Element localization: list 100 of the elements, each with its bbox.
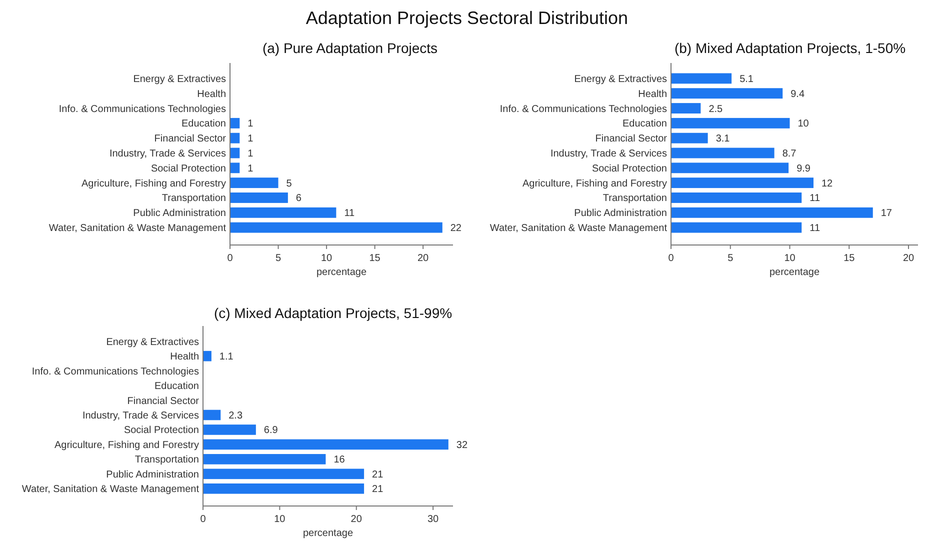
bar: [203, 468, 364, 480]
data-label: 8.7: [782, 148, 797, 160]
x-tick-label: 5: [275, 253, 282, 264]
data-label: 9.9: [796, 163, 811, 174]
bar: [230, 178, 278, 188]
data-label: 2.5: [708, 104, 724, 115]
y-tick-label: Financial Sector: [154, 134, 227, 145]
y-tick-label: Water, Sanitation & Waste Management: [48, 223, 226, 234]
bar: [671, 88, 783, 99]
data-label: 10: [798, 118, 810, 130]
data-label: 17: [880, 208, 892, 220]
x-tick-label: 10: [784, 253, 796, 264]
x-tick-label: 15: [369, 253, 381, 264]
y-tick-label: Health: [170, 352, 199, 363]
y-tick-label: Education: [622, 118, 667, 130]
text: Adaptation Projects Sectoral Distribution: [306, 8, 628, 28]
y-tick-label: Education: [154, 381, 199, 392]
x-axis-title: percentage: [769, 267, 820, 278]
data-label: 5: [286, 178, 292, 190]
data-label: 3.1: [716, 134, 730, 145]
y-tick-label: Info. & Communications Technologies: [32, 366, 199, 378]
y-tick-label: Agriculture, Fishing and Forestry: [522, 178, 667, 190]
x-tick-label: 20: [418, 253, 430, 264]
y-tick-label: Water, Sanitation & Waste Management: [490, 223, 668, 234]
x-axis-title: percentage: [302, 528, 354, 539]
y-tick-label: Energy & Extractives: [133, 74, 226, 85]
y-tick-label: Financial Sector: [127, 396, 200, 407]
bar: [230, 192, 288, 203]
data-label: 11: [344, 208, 356, 220]
data-label: 6.9: [264, 425, 278, 436]
data-label: 1.1: [219, 352, 234, 363]
bar: [230, 207, 336, 218]
data-label: 2.3: [228, 410, 243, 422]
y-tick-label: Public Administration: [574, 208, 667, 220]
y-tick-label: Public Administration: [133, 208, 226, 220]
bar: [203, 410, 221, 420]
chart-title: (b) Mixed Adaptation Projects, 1-50%: [674, 40, 906, 56]
y-tick-label: Transportation: [602, 193, 667, 204]
data-label: 1: [248, 118, 254, 130]
data-label: 1: [248, 148, 254, 160]
bar: [671, 178, 814, 188]
bar: [203, 350, 212, 362]
bar: [671, 192, 802, 203]
y-tick-label: Info. & Communications Technologies: [500, 104, 667, 115]
y-tick-label: Energy & Extractives: [574, 74, 667, 85]
bar: [671, 73, 732, 84]
bar: [203, 439, 448, 450]
y-tick-label: Transportation: [134, 454, 199, 466]
y-tick-label: Agriculture, Fishing and Forestry: [81, 178, 226, 190]
data-label: 21: [372, 484, 384, 496]
bar: [671, 148, 774, 158]
y-tick-label: Transportation: [162, 193, 226, 204]
data-label: 1: [248, 163, 254, 174]
y-tick-label: Health: [638, 88, 667, 100]
x-tick-label: 30: [428, 514, 440, 525]
bar: [671, 207, 873, 218]
y-tick-label: Info. & Communications Technologies: [58, 104, 226, 115]
x-tick-label: 0: [200, 514, 206, 525]
bar: [671, 118, 790, 128]
x-tick-label: 10: [274, 514, 286, 525]
bar: [671, 132, 708, 144]
chart-title: (a) Pure Adaptation Projects: [262, 40, 438, 56]
data-label: 12: [822, 178, 834, 190]
bar: [671, 162, 789, 174]
data-label: 11: [810, 193, 820, 204]
chart-title: (c) Mixed Adaptation Projects, 51-99%: [214, 305, 452, 321]
y-tick-label: Industry, Trade & Services: [109, 148, 226, 160]
bar: [203, 483, 364, 494]
x-tick-label: 15: [844, 253, 856, 264]
x-tick-label: 20: [902, 253, 914, 264]
data-label: 16: [334, 454, 346, 466]
y-tick-label: Industry, Trade & Services: [82, 410, 199, 422]
y-tick-label: Water, Sanitation & Waste Management: [22, 484, 200, 496]
x-tick-label: 10: [320, 253, 333, 264]
x-tick-label: 20: [350, 514, 362, 525]
y-tick-label: Education: [182, 118, 226, 130]
bar: [671, 103, 701, 114]
y-tick-label: Energy & Extractives: [106, 336, 199, 348]
y-tick-label: Social Protection: [150, 163, 226, 174]
bar: [203, 424, 256, 435]
y-tick-label: Industry, Trade & Services: [550, 148, 667, 160]
data-label: 5.1: [740, 74, 754, 85]
y-tick-label: Public Administration: [106, 469, 199, 480]
y-tick-label: Social Protection: [592, 163, 667, 174]
y-tick-label: Financial Sector: [595, 134, 668, 145]
x-tick-label: 5: [728, 253, 734, 264]
bar: [230, 132, 240, 144]
data-label: 11: [810, 223, 820, 234]
data-label: 21: [372, 469, 384, 480]
bar: [230, 118, 240, 128]
data-label: 1: [248, 134, 254, 145]
bar: [230, 222, 442, 233]
bar: [203, 454, 326, 464]
data-label: 32: [456, 440, 468, 451]
x-tick-label: 0: [668, 253, 674, 264]
y-tick-label: Agriculture, Fishing and Forestry: [54, 440, 199, 451]
bar: [230, 162, 240, 174]
x-axis-title: percentage: [316, 267, 367, 278]
data-label: 9.4: [790, 88, 805, 100]
data-label: 6: [296, 193, 302, 204]
